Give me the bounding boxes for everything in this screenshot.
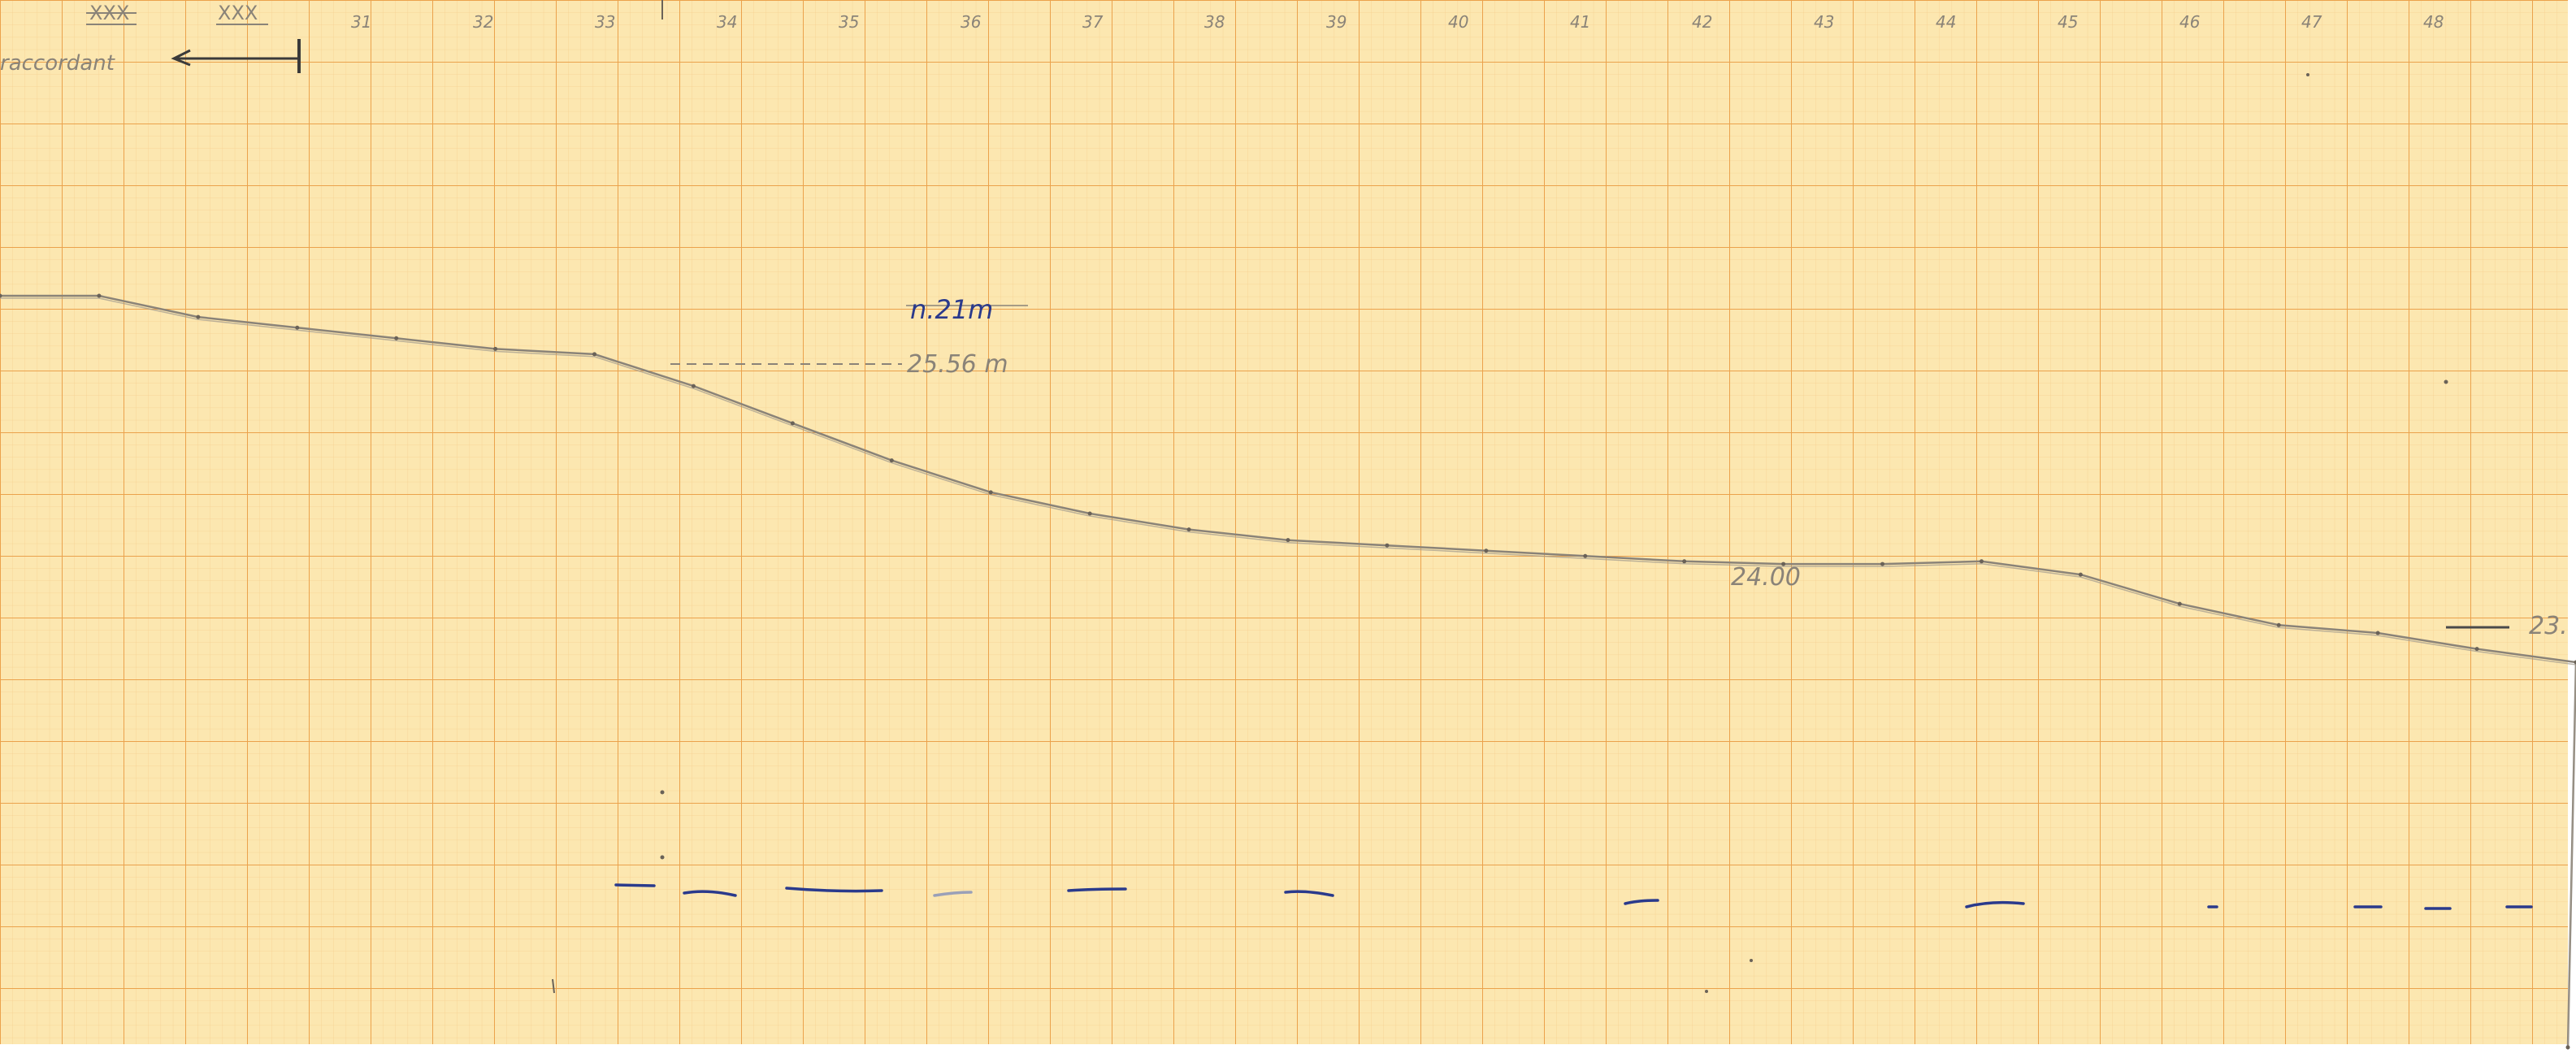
profile-points	[0, 293, 2576, 1050]
terrain-profile-line-shadow	[0, 297, 2576, 1050]
ruler-number: 44	[1936, 12, 1956, 32]
ruler-number: 32	[473, 12, 493, 32]
profile-point	[2276, 622, 2281, 627]
ink-dash-row	[614, 883, 2533, 910]
profile-point	[295, 325, 300, 330]
profile-point	[1781, 562, 1786, 566]
profile-point	[1087, 511, 1092, 516]
ruler-number: 34	[717, 12, 737, 32]
profile-point	[1880, 562, 1885, 566]
profile-point	[2375, 631, 2380, 635]
scale-caption: raccordant	[0, 51, 115, 76]
label-xxx-right: XXX	[218, 2, 258, 24]
profile-point	[2474, 647, 2479, 652]
profile-point	[2078, 572, 2083, 577]
ruler-number: 36	[961, 12, 981, 32]
profile-point	[988, 490, 993, 495]
profile-point	[1484, 549, 1489, 553]
profile-point	[790, 421, 795, 426]
profile-point	[1682, 559, 1687, 564]
ruler-number: 39	[1326, 12, 1347, 32]
ruler-number: 31	[351, 12, 371, 32]
ruler-number: 45	[2058, 12, 2078, 32]
ruler-number: 33	[595, 12, 615, 32]
profile-point	[97, 293, 102, 298]
ruler-number: 38	[1204, 12, 1225, 32]
ruler-number: 43	[1814, 12, 1834, 32]
right-edge	[2568, 0, 2576, 1058]
ruler-number: 37	[1082, 12, 1104, 32]
vertical-dots	[660, 73, 2448, 993]
profile-point	[1583, 553, 1588, 558]
level-label-upper: 25.56 m	[907, 350, 1008, 379]
profile-point	[0, 293, 2, 298]
profile-point	[2177, 601, 2182, 606]
profile-point	[1385, 543, 1390, 548]
profile-point	[691, 384, 696, 388]
profile-point	[2574, 660, 2576, 665]
ruler-number: 46	[2179, 12, 2200, 32]
note-upper: n.21m	[910, 294, 993, 325]
ruler-numbers: 31 32 33 34 35 36 37 38 39 40 41 42 43 44 45 46 47 48	[351, 12, 2444, 32]
ruler-number: 40	[1448, 12, 1468, 32]
profile-point	[2565, 1045, 2570, 1050]
profile-point	[592, 352, 597, 357]
profile-point	[1186, 527, 1191, 532]
profile-point	[394, 336, 399, 340]
ruler-number: 42	[1692, 12, 1712, 32]
pencil-mark-lower	[552, 978, 555, 994]
profile-point	[1979, 559, 1984, 564]
profile-point	[493, 346, 498, 351]
ruler-number: 35	[839, 12, 859, 32]
ruler-number: 47	[2301, 12, 2322, 32]
scale-arrow	[171, 39, 301, 73]
level-label-mid: 24.00	[1731, 563, 1801, 592]
profile-point	[196, 314, 201, 319]
profile-point	[889, 458, 894, 463]
terrain-profile-line	[0, 294, 2576, 1047]
profile-point	[1286, 538, 1290, 543]
level-label-right: 23.	[2529, 612, 2568, 640]
ruler-number: 41	[1570, 12, 1590, 32]
bottom-margin	[0, 1044, 2576, 1058]
ruler-number: 48	[2423, 12, 2444, 32]
